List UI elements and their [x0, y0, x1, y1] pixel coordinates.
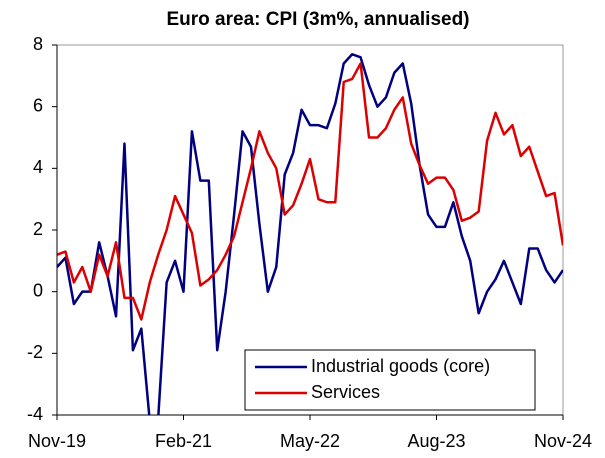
y-tick-label: 8 — [33, 34, 43, 54]
y-tick-label: -4 — [27, 404, 43, 424]
y-tick-label: 6 — [33, 95, 43, 115]
y-tick-label: 4 — [33, 157, 43, 177]
x-tick-label: Aug-23 — [407, 431, 465, 451]
series-line — [57, 53, 563, 415]
plot-lines — [57, 53, 563, 415]
x-tick-label: Nov-24 — [534, 431, 592, 451]
x-tick-label: Nov-19 — [28, 431, 86, 451]
y-tick-label: -2 — [27, 342, 43, 362]
chart-title: Euro area: CPI (3m%, annualised) — [166, 9, 469, 30]
x-tick-label: Feb-21 — [155, 431, 212, 451]
legend-label: Industrial goods (core) — [311, 356, 490, 376]
y-tick-label: 0 — [33, 280, 43, 300]
legend-label: Services — [311, 382, 380, 402]
y-tick-label: 2 — [33, 219, 43, 239]
legend-box — [244, 349, 536, 411]
x-tick-label: May-22 — [280, 431, 340, 451]
series-line — [57, 62, 563, 321]
